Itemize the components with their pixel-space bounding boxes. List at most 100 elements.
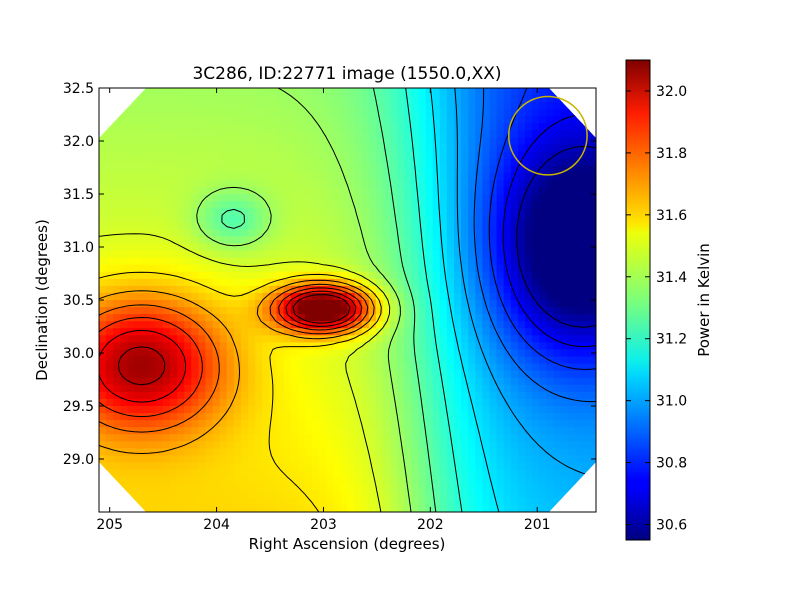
heatmap-cell [177, 441, 185, 449]
heatmap-cell [162, 434, 171, 442]
heatmap-cell [212, 271, 221, 280]
heatmap-cell [397, 455, 405, 464]
heatmap-cell [525, 328, 533, 336]
heatmap-cell [446, 356, 455, 365]
heatmap-cell [113, 243, 121, 252]
heatmap-cell [262, 144, 270, 153]
heatmap-cell [134, 462, 143, 471]
heatmap-cell [170, 349, 178, 358]
heatmap-cell [170, 151, 178, 160]
heatmap-cell [276, 321, 285, 329]
heatmap-cell [475, 504, 483, 512]
heatmap-cell [468, 476, 476, 485]
heatmap-cell [148, 264, 157, 273]
heatmap-cell [340, 377, 349, 386]
heatmap-cell [304, 384, 313, 393]
heatmap-cell [446, 208, 455, 216]
heatmap-cell [390, 314, 398, 322]
heatmap-cell [446, 335, 455, 343]
heatmap-cell [326, 137, 334, 146]
heatmap-cell [496, 300, 505, 308]
heatmap-cell [482, 300, 491, 308]
heatmap-cell [241, 441, 249, 449]
heatmap-cell [361, 194, 370, 202]
heatmap-cell [191, 356, 199, 365]
heatmap-cell [340, 406, 349, 414]
heatmap-cell [304, 95, 313, 103]
heatmap-cell [397, 504, 405, 512]
heatmap-cell [368, 420, 377, 428]
heatmap-cell [368, 476, 377, 485]
heatmap-cell [496, 194, 505, 202]
heatmap-cell [269, 285, 278, 294]
heatmap-cell [560, 335, 569, 343]
heatmap-cell [546, 165, 554, 174]
heatmap-cell [411, 236, 420, 245]
heatmap-cell [106, 462, 114, 471]
heatmap-cell [134, 285, 143, 294]
heatmap-cell [390, 335, 398, 343]
heatmap-cell [177, 215, 185, 223]
heatmap-cell [205, 300, 214, 308]
heatmap-cell [574, 236, 583, 245]
heatmap-cell [205, 497, 214, 506]
heatmap-cell [233, 278, 242, 287]
heatmap-cell [461, 413, 469, 421]
heatmap-cell [553, 179, 562, 188]
heatmap-cell [461, 497, 469, 506]
x-tick-label: 205 [96, 517, 123, 533]
heatmap-cell [304, 137, 313, 146]
heatmap-cell [241, 278, 249, 287]
heatmap-cell [411, 328, 420, 336]
heatmap-cell [134, 243, 143, 252]
heatmap-cell [375, 130, 384, 139]
heatmap-cell [588, 377, 596, 386]
heatmap-cell [546, 172, 554, 181]
heatmap-cell [113, 441, 121, 449]
heatmap-cell [120, 398, 128, 407]
heatmap-cell [319, 292, 327, 301]
heatmap-cell [170, 292, 178, 301]
heatmap-cell [574, 300, 583, 308]
heatmap-cell [546, 130, 554, 139]
heatmap-cell [574, 455, 583, 464]
heatmap-cell [546, 285, 554, 294]
heatmap-cell [312, 441, 320, 449]
heatmap-cell [525, 483, 533, 492]
heatmap-cell [418, 349, 427, 358]
heatmap-cell [248, 335, 256, 343]
heatmap-cell [326, 172, 334, 181]
heatmap-cell [404, 413, 412, 421]
heatmap-cell [177, 391, 185, 400]
heatmap-cell [141, 208, 150, 216]
heatmap-cell [269, 413, 278, 421]
heatmap-cell [141, 285, 150, 294]
heatmap-cell [581, 434, 590, 442]
heatmap-cell [361, 116, 370, 124]
heatmap-cell [532, 172, 540, 181]
heatmap-cell [191, 398, 199, 407]
heatmap-cell [347, 208, 356, 216]
heatmap-cell [432, 229, 441, 237]
heatmap-cell [312, 179, 320, 188]
heatmap-cell [269, 349, 278, 358]
beam-circle [507, 95, 588, 176]
contour-line [221, 88, 437, 512]
heatmap-cell [525, 300, 533, 308]
heatmap-cell [248, 483, 256, 492]
heatmap-cell [255, 434, 263, 442]
heatmap-cell [326, 123, 334, 131]
heatmap-cell [347, 271, 356, 280]
heatmap-cell [425, 413, 434, 421]
heatmap-cell [262, 271, 270, 280]
heatmap-cell [539, 257, 547, 266]
heatmap-cell [276, 363, 285, 372]
heatmap-cell [496, 448, 505, 457]
heatmap-cell [354, 448, 363, 457]
heatmap-cell [226, 186, 235, 195]
heatmap-cell [375, 229, 384, 237]
heatmap-cell [127, 462, 136, 471]
heatmap-cell [517, 215, 526, 223]
heatmap-cell [170, 469, 178, 478]
heatmap-cell [432, 441, 441, 449]
